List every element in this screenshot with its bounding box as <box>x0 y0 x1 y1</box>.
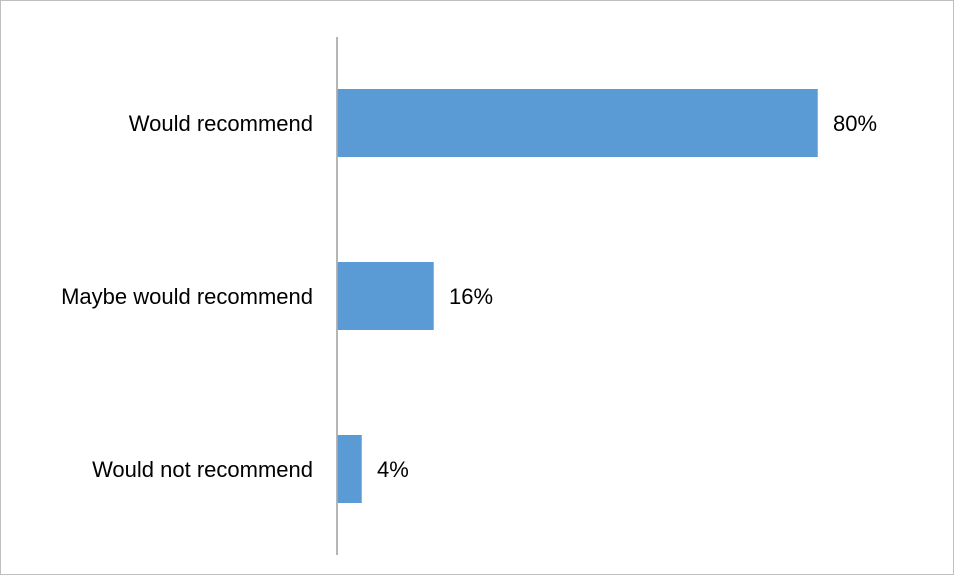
bar <box>337 89 818 157</box>
data-label: 4% <box>377 457 409 482</box>
data-labels-group: 80% 16% 4% <box>377 111 877 482</box>
category-label: Maybe would recommend <box>61 284 313 309</box>
data-label: 16% <box>449 284 493 309</box>
category-label: Would recommend <box>129 111 313 136</box>
category-labels-group: Would recommend Maybe would recommend Woul… <box>61 111 313 482</box>
bar <box>337 435 362 503</box>
data-label: 80% <box>833 111 877 136</box>
bars-group <box>337 89 818 503</box>
category-label: Would not recommend <box>92 457 313 482</box>
bar <box>337 262 434 330</box>
